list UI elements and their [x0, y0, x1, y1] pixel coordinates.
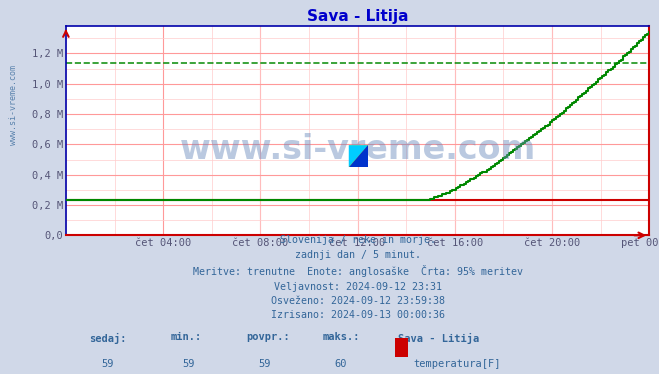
- Text: temperatura[F]: temperatura[F]: [413, 359, 500, 370]
- Text: 59: 59: [258, 359, 271, 370]
- Text: min.:: min.:: [171, 332, 202, 343]
- Bar: [395, 338, 408, 357]
- Bar: [395, 373, 408, 374]
- Polygon shape: [349, 145, 368, 167]
- Text: povpr.:: povpr.:: [246, 332, 291, 343]
- Text: www.si-vreme.com: www.si-vreme.com: [179, 133, 536, 166]
- Text: 59: 59: [183, 359, 195, 370]
- Text: 59: 59: [101, 359, 113, 370]
- Text: 60: 60: [334, 359, 347, 370]
- Text: www.si-vreme.com: www.si-vreme.com: [9, 65, 18, 145]
- Title: Sava - Litija: Sava - Litija: [306, 9, 409, 24]
- Text: Sava - Litija: Sava - Litija: [398, 332, 480, 343]
- Text: Slovenija / reke in morje.
zadnji dan / 5 minut.
Meritve: trenutne  Enote: anglo: Slovenija / reke in morje. zadnji dan / …: [192, 235, 523, 321]
- FancyBboxPatch shape: [349, 145, 368, 167]
- Polygon shape: [349, 145, 368, 167]
- Text: sedaj:: sedaj:: [89, 332, 127, 343]
- Text: maks.:: maks.:: [322, 332, 360, 343]
